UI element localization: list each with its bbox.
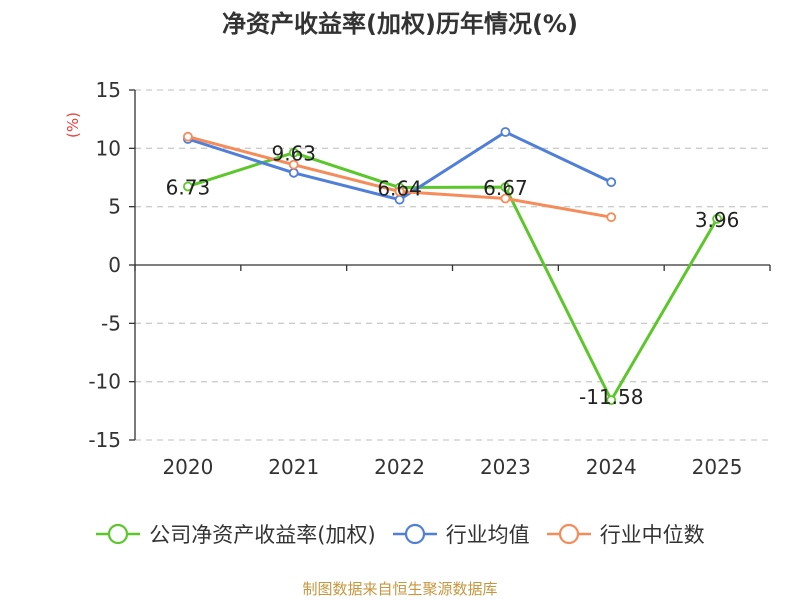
- data-label: 3.96: [695, 208, 740, 232]
- data-point: [394, 186, 405, 197]
- y-tick-label: 0: [108, 253, 121, 277]
- legend-swatch-icon: [96, 523, 141, 545]
- x-tick-label: 2022: [374, 455, 425, 479]
- label-layer: 6.73 9.63 6.64 6.67 -11.58 3.96: [166, 142, 740, 409]
- data-point: [606, 177, 617, 188]
- y-tick-label: 5: [108, 195, 121, 219]
- data-label: -11.58: [579, 385, 643, 409]
- y-tick-label: 15: [96, 78, 121, 102]
- x-tick-label: 2023: [480, 455, 531, 479]
- source-note: 制图数据来自恒生聚源数据库: [302, 580, 498, 598]
- data-label: 9.63: [271, 142, 316, 166]
- data-label: 6.73: [166, 175, 211, 199]
- legend-item[interactable]: 公司净资产收益率(加权): [95, 519, 376, 549]
- legend-label: 行业均值: [445, 523, 530, 547]
- x-tick-label: 2024: [586, 455, 637, 479]
- y-tick-label: -5: [101, 311, 121, 335]
- data-point: [183, 131, 193, 142]
- legend-item[interactable]: 行业中位数: [546, 519, 705, 549]
- y-tick-label: -10: [88, 370, 121, 394]
- x-tick-label: 2020: [162, 455, 213, 479]
- y-tick-label: 10: [96, 136, 121, 160]
- data-point: [288, 159, 299, 170]
- legend-swatch-icon: [546, 523, 591, 545]
- data-point: [288, 167, 299, 178]
- chart-title: 净资产收益率(加权)历年情况(%): [222, 10, 578, 38]
- x-tick-label: 2021: [268, 455, 319, 479]
- data-label: 6.64: [377, 177, 422, 201]
- data-point: [288, 147, 299, 158]
- data-point: [606, 395, 617, 406]
- data-point: [606, 212, 617, 223]
- grid-layer: [135, 89, 770, 441]
- legend-swatch-icon: [392, 523, 437, 545]
- series-layer: [183, 127, 722, 406]
- legend-item[interactable]: 行业均值: [392, 519, 530, 549]
- data-point: [500, 127, 511, 137]
- y-axis-label: (%): [64, 112, 82, 138]
- axis-layer: 15 10 5 0 -5 -10 -15 2020 2021 2022 2023 2024 2025 (%…: [64, 78, 771, 479]
- y-tick-label: -15: [88, 428, 121, 452]
- data-point: [712, 213, 722, 224]
- legend: 公司净资产收益率(加权) 行业均值 行业中位数: [0, 519, 800, 551]
- x-tick-label: 2025: [692, 455, 743, 479]
- data-point: [500, 182, 511, 193]
- data-point: [500, 193, 511, 204]
- series-line-0: [187, 151, 719, 402]
- data-label: 6.67: [483, 176, 528, 200]
- data-point: [183, 181, 193, 192]
- legend-label: 公司净资产收益率(加权): [149, 523, 376, 547]
- legend-label: 行业中位数: [599, 523, 705, 547]
